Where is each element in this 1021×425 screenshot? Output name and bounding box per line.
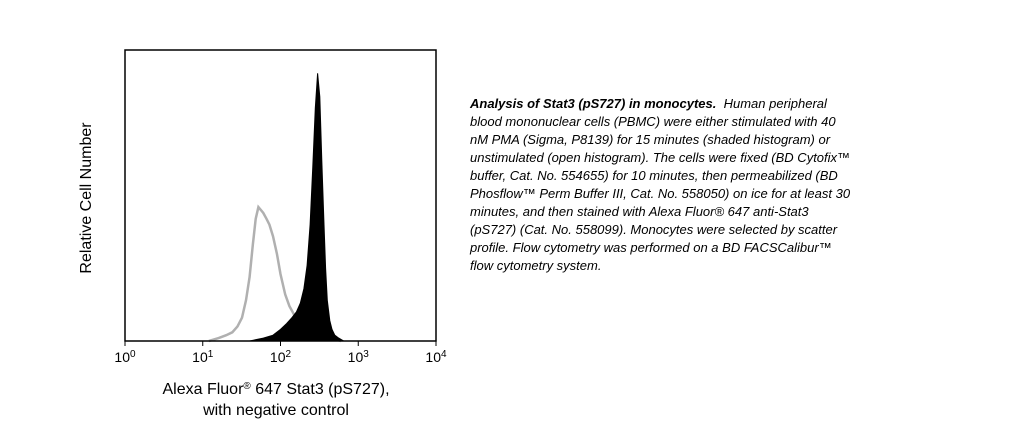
- plot-series: [208, 73, 346, 343]
- figure-caption: Analysis of Stat3 (pS727) in monocytes. …: [470, 95, 855, 275]
- caption-body: Human peripheral blood mononuclear cells…: [470, 96, 851, 273]
- caption-lead: Analysis of Stat3 (pS727) in monocytes.: [470, 96, 717, 111]
- histogram-figure: 100 101 102 103 104 Relative Cell Number Ale…: [78, 49, 447, 419]
- x-axis-ticks: 100 101 102 103 104: [114, 341, 447, 365]
- y-axis-label: Relative Cell Number: [78, 122, 95, 274]
- x-tick-label: 102: [270, 349, 292, 366]
- x-tick-label: 100: [114, 349, 136, 366]
- x-tick-label: 103: [348, 349, 370, 366]
- x-axis-label-line1: Alexa Fluor® 647 Stat3 (pS727),: [162, 381, 389, 399]
- plot-frame: [124, 49, 437, 342]
- x-axis-label-line2: with negative control: [202, 402, 349, 419]
- x-tick-label: 104: [425, 349, 447, 366]
- x-tick-label: 101: [192, 349, 214, 366]
- stimulated-histogram: [249, 73, 346, 342]
